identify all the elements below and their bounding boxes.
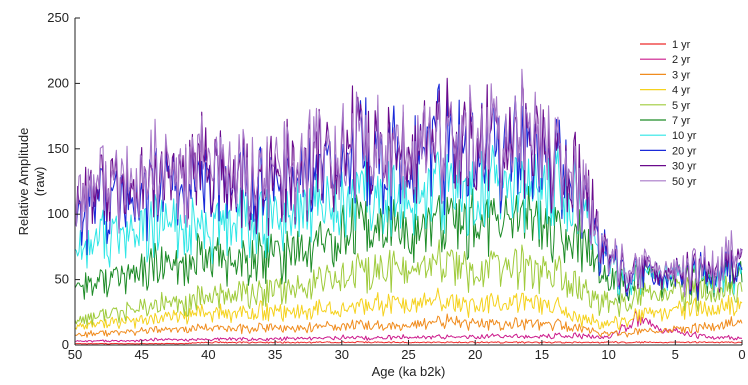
x-tick-label: 45 [134, 347, 148, 362]
y-tick-label: 150 [47, 141, 69, 156]
legend-label: 10 yr [672, 130, 697, 142]
series-line-4-yr [74, 287, 743, 331]
series-line-50-yr [74, 68, 743, 298]
y-tick-label: 200 [47, 75, 69, 90]
x-tick-label: 50 [68, 347, 82, 362]
y-tick-label: 0 [62, 337, 69, 352]
legend-label: 2 yr [672, 54, 691, 66]
series-line-5-yr [74, 239, 743, 326]
y-tick-label: 50 [55, 272, 69, 287]
x-tick-label: 35 [268, 347, 282, 362]
legend-label: 50 yr [672, 176, 697, 188]
x-axis-title: Age (ka b2k) [372, 364, 446, 379]
series-line-10-yr [74, 145, 743, 296]
y-tick-label: 100 [47, 206, 69, 221]
x-tick-label: 0 [738, 347, 745, 362]
legend-label: 5 yr [672, 100, 691, 112]
x-tick-label: 20 [468, 347, 482, 362]
legend: 1 yr 2 yr 3 yr 4 yr 5 yr 7 yr 10 yr 20 yr 30 yr 5… [640, 39, 697, 188]
series-line-2-yr [74, 310, 743, 343]
y-axis-title: Relative Amplitude [16, 128, 31, 236]
x-tick-label: 25 [401, 347, 415, 362]
x-tick-label: 40 [201, 347, 215, 362]
series-line-3-yr [74, 313, 743, 338]
x-tick-label: 5 [672, 347, 679, 362]
legend-label: 20 yr [672, 145, 697, 157]
series-line-7-yr [74, 185, 743, 304]
legend-label: 7 yr [672, 115, 691, 127]
x-tick-label: 10 [601, 347, 615, 362]
legend-label: 4 yr [672, 85, 691, 97]
legend-label: 30 yr [672, 161, 697, 173]
legend-label: 1 yr [672, 39, 691, 51]
x-tick-label: 30 [335, 347, 349, 362]
y-tick-label: 250 [47, 10, 69, 25]
series-layer [74, 68, 743, 345]
y-axis-subtitle: (raw) [32, 167, 47, 197]
legend-label: 3 yr [672, 69, 691, 81]
x-tick-label: 15 [535, 347, 549, 362]
